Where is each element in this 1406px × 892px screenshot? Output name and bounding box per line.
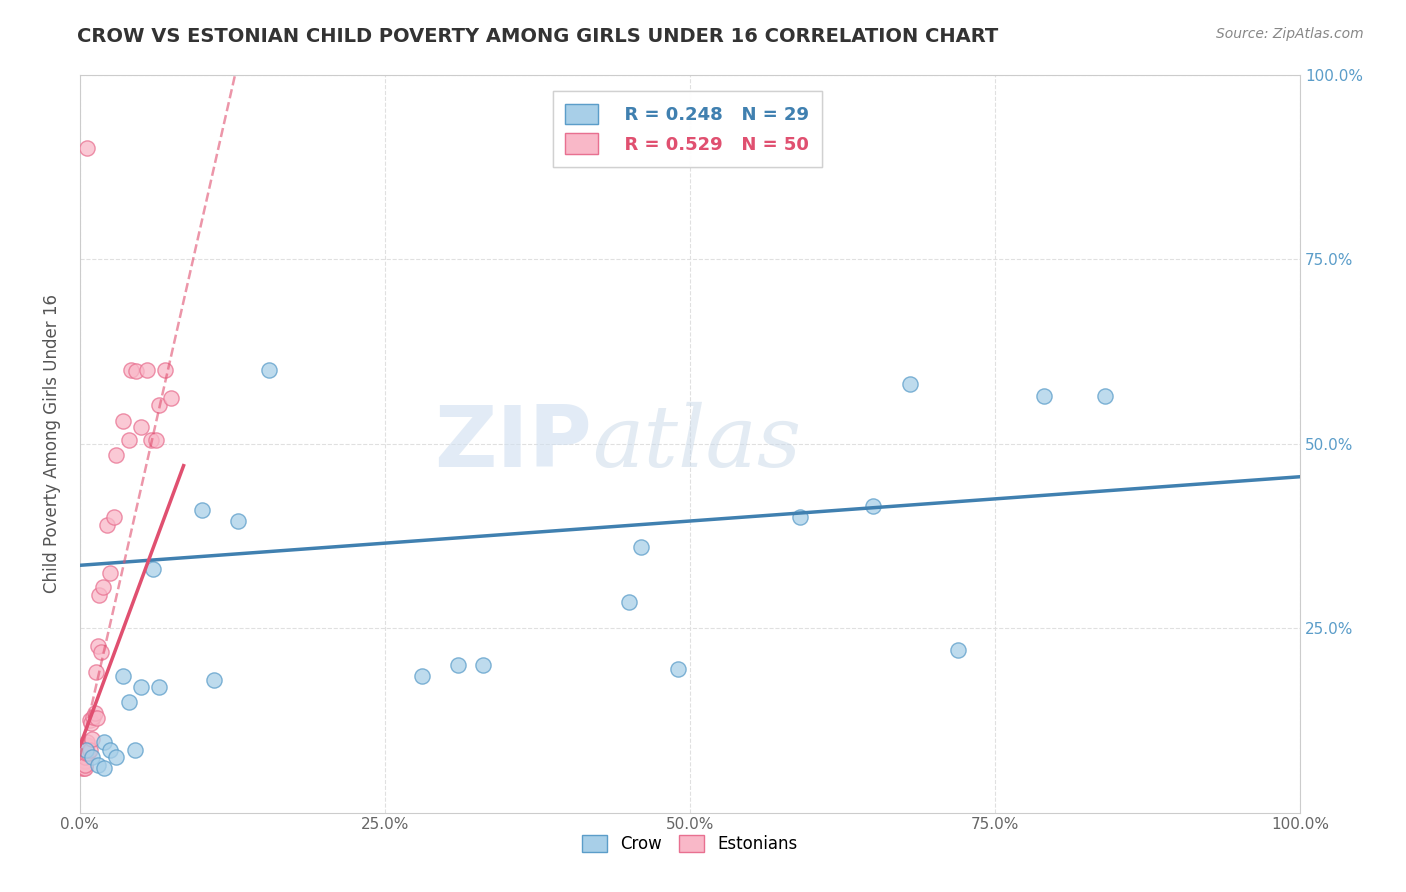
Point bbox=[789, 510, 811, 524]
Point bbox=[666, 662, 689, 676]
Point bbox=[471, 657, 494, 672]
Point bbox=[411, 669, 433, 683]
Point bbox=[136, 362, 159, 376]
Point bbox=[630, 540, 652, 554]
Point bbox=[93, 761, 115, 775]
Point bbox=[86, 711, 108, 725]
Point bbox=[72, 760, 94, 774]
Point bbox=[76, 141, 98, 155]
Point bbox=[73, 754, 96, 768]
Point bbox=[80, 731, 103, 746]
Point bbox=[447, 657, 470, 672]
Point bbox=[118, 433, 141, 447]
Point bbox=[125, 364, 148, 378]
Point bbox=[73, 761, 96, 775]
Point bbox=[75, 747, 97, 761]
Point bbox=[72, 750, 94, 764]
Text: atlas: atlas bbox=[592, 402, 801, 485]
Point bbox=[862, 500, 884, 514]
Point bbox=[72, 750, 94, 764]
Point bbox=[72, 761, 94, 775]
Point bbox=[73, 757, 96, 772]
Point bbox=[80, 715, 103, 730]
Point bbox=[120, 362, 142, 376]
Y-axis label: Child Poverty Among Girls Under 16: Child Poverty Among Girls Under 16 bbox=[44, 294, 60, 593]
Point bbox=[79, 713, 101, 727]
Point bbox=[228, 514, 250, 528]
Point bbox=[91, 581, 114, 595]
Point bbox=[77, 747, 100, 761]
Point bbox=[83, 706, 105, 720]
Point bbox=[72, 760, 94, 774]
Point bbox=[617, 595, 640, 609]
Point bbox=[148, 398, 170, 412]
Point bbox=[948, 643, 970, 657]
Point bbox=[129, 420, 152, 434]
Point bbox=[93, 735, 115, 749]
Point bbox=[129, 680, 152, 694]
Point bbox=[111, 669, 134, 683]
Point bbox=[75, 739, 97, 753]
Point bbox=[70, 750, 93, 764]
Point bbox=[1032, 388, 1054, 402]
Point bbox=[139, 433, 162, 447]
Point bbox=[82, 709, 104, 723]
Text: ZIP: ZIP bbox=[434, 402, 592, 485]
Point bbox=[73, 757, 96, 772]
Point bbox=[142, 562, 165, 576]
Point bbox=[96, 517, 118, 532]
Point bbox=[72, 761, 94, 775]
Text: CROW VS ESTONIAN CHILD POVERTY AMONG GIRLS UNDER 16 CORRELATION CHART: CROW VS ESTONIAN CHILD POVERTY AMONG GIR… bbox=[77, 27, 998, 45]
Point bbox=[76, 738, 98, 752]
Point bbox=[73, 750, 96, 764]
Text: Source: ZipAtlas.com: Source: ZipAtlas.com bbox=[1216, 27, 1364, 41]
Point bbox=[160, 391, 183, 405]
Point bbox=[1094, 388, 1116, 402]
Point bbox=[80, 750, 103, 764]
Point bbox=[148, 680, 170, 694]
Point bbox=[76, 735, 98, 749]
Legend:   R = 0.248   N = 29,   R = 0.529   N = 50: R = 0.248 N = 29, R = 0.529 N = 50 bbox=[553, 91, 821, 167]
Point bbox=[87, 640, 110, 654]
Point bbox=[155, 362, 177, 376]
Point bbox=[70, 757, 93, 772]
Point bbox=[111, 414, 134, 428]
Point bbox=[72, 757, 94, 772]
Point bbox=[70, 750, 93, 764]
Point bbox=[257, 362, 280, 376]
Point bbox=[87, 757, 110, 772]
Point bbox=[89, 588, 111, 602]
Point bbox=[79, 743, 101, 757]
Point bbox=[145, 433, 167, 447]
Point bbox=[90, 645, 112, 659]
Point bbox=[124, 743, 146, 757]
Point bbox=[100, 566, 122, 580]
Point bbox=[118, 695, 141, 709]
Point bbox=[103, 510, 125, 524]
Point bbox=[898, 377, 921, 392]
Point bbox=[105, 750, 128, 764]
Point bbox=[72, 750, 94, 764]
Point bbox=[72, 754, 94, 768]
Point bbox=[105, 448, 128, 462]
Point bbox=[100, 743, 122, 757]
Point bbox=[84, 665, 107, 680]
Point bbox=[191, 503, 214, 517]
Point bbox=[202, 673, 225, 687]
Point bbox=[75, 743, 97, 757]
